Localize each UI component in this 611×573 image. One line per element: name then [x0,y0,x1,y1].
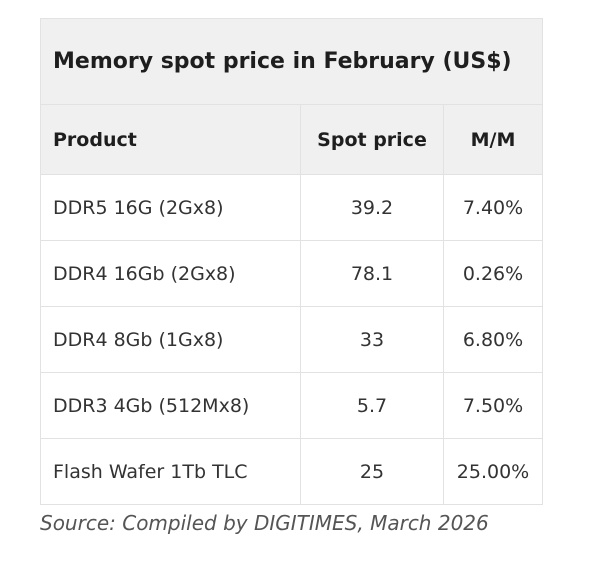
header-product: Product [40,104,301,175]
spot-price-cell: 25 [300,438,444,505]
spot-price-cell: 33 [300,306,444,373]
product-cell: DDR5 16G (2Gx8) [40,174,301,241]
header-spot-price: Spot price [300,104,444,175]
source-note: Source: Compiled by DIGITIMES, March 202… [40,511,489,535]
table-row: Flash Wafer 1Tb TLC 25 25.00% [40,438,543,505]
mm-cell: 7.40% [443,174,543,241]
table-title: Memory spot price in February (US$) [40,18,543,105]
spot-price-cell: 78.1 [300,240,444,307]
table-row: DDR5 16G (2Gx8) 39.2 7.40% [40,174,543,241]
header-mm: M/M [443,104,543,175]
mm-cell: 25.00% [443,438,543,505]
product-cell: DDR3 4Gb (512Mx8) [40,372,301,439]
spot-price-cell: 39.2 [300,174,444,241]
table-row: DDR4 8Gb (1Gx8) 33 6.80% [40,306,543,373]
spot-price-cell: 5.7 [300,372,444,439]
product-cell: DDR4 16Gb (2Gx8) [40,240,301,307]
table-row: DDR4 16Gb (2Gx8) 78.1 0.26% [40,240,543,307]
memory-price-table: Memory spot price in February (US$) Prod… [40,18,543,505]
mm-cell: 6.80% [443,306,543,373]
product-cell: DDR4 8Gb (1Gx8) [40,306,301,373]
mm-cell: 0.26% [443,240,543,307]
mm-cell: 7.50% [443,372,543,439]
product-cell: Flash Wafer 1Tb TLC [40,438,301,505]
table-row: DDR3 4Gb (512Mx8) 5.7 7.50% [40,372,543,439]
